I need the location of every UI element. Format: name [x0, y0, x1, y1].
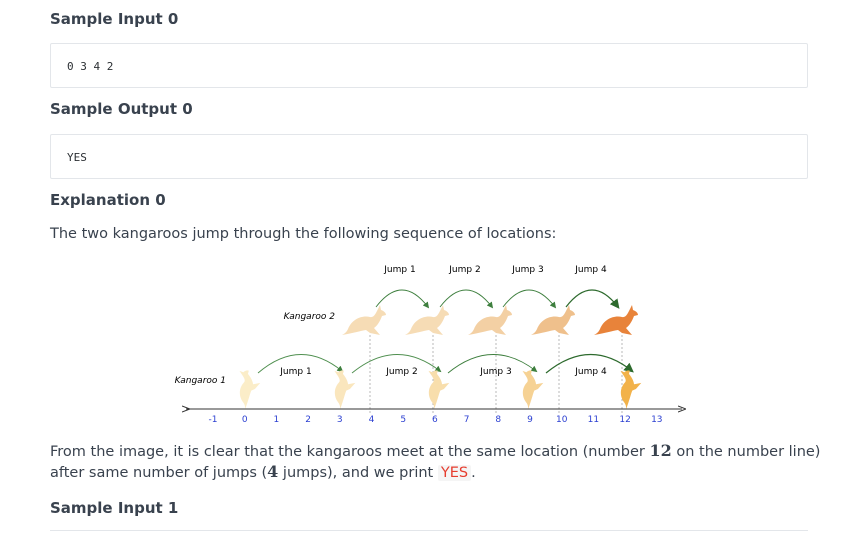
k1-jump-arc-4	[545, 353, 634, 374]
conclusion-text: after same number of jumps (	[50, 465, 268, 481]
sample-input-1-heading: Sample Input 1	[50, 499, 179, 517]
axis-ticks: -1 0 1 2 3 4 5 6 7 8 9 10 11 12 13	[209, 415, 663, 425]
kangaroo-2-icon	[468, 305, 512, 335]
sample-input-0-box[interactable]: 0 3 4 2	[50, 43, 808, 88]
bottom-jump-label: Jump 2	[385, 367, 417, 377]
sample-output-0-code: YES	[67, 151, 87, 164]
explanation-intro: The two kangaroos jump through the follo…	[50, 226, 557, 242]
kangaroo-2-icon	[342, 305, 386, 335]
axis-tick-label: 8	[495, 415, 501, 425]
conclusion-text: on the number line)	[671, 444, 821, 460]
conclusion-text: From the image, it is clear that the kan…	[50, 444, 650, 460]
axis-tick-label: 2	[305, 415, 311, 425]
k2-jump-arc-3	[502, 289, 557, 309]
axis-tick-label: 11	[588, 415, 599, 425]
sample-input-0-code: 0 3 4 2	[67, 60, 114, 73]
bottom-jump-label: Jump 3	[479, 367, 511, 377]
axis-tick-label: 3	[337, 415, 343, 425]
axis-tick-label: 13	[651, 415, 662, 425]
kangaroo-jump-figure: Jump 1 Jump 2 Jump 3 Jump 4 Kangaroo 2 J…	[175, 265, 860, 425]
axis-tick-label: 6	[432, 415, 438, 425]
top-jump-label: Jump 3	[511, 265, 543, 275]
axis-tick-label: 4	[369, 415, 375, 425]
axis-tick-label: -1	[209, 415, 218, 425]
axis-tick-label: 10	[556, 415, 568, 425]
k2-jump-arc-1	[375, 289, 430, 309]
top-jump-label: Jump 1	[383, 265, 415, 275]
top-jump-label: Jump 2	[448, 265, 480, 275]
axis-tick-label: 12	[619, 415, 630, 425]
bottom-jump-label: Jump 1	[279, 367, 311, 377]
sample-output-0-box[interactable]: YES	[50, 134, 808, 179]
kangaroo-2-icon	[531, 305, 575, 335]
sample-output-0-heading: Sample Output 0	[50, 100, 193, 118]
k1-jump-arc-2	[351, 354, 442, 374]
top-jump-label: Jump 4	[574, 265, 607, 275]
jump-count: 4	[267, 462, 279, 481]
answer-yes: YES	[437, 465, 472, 481]
conclusion-text: jumps), and we print	[278, 465, 438, 481]
k1-jump-arc-3	[447, 354, 538, 374]
kangaroo-2-icon	[405, 305, 449, 335]
explanation-0-heading: Explanation 0	[50, 191, 166, 209]
bottom-jump-label: Jump 4	[574, 367, 607, 377]
conclusion-line-1: From the image, it is clear that the kan…	[50, 441, 820, 460]
kangaroo-1-icon	[413, 366, 452, 410]
axis-tick-label: 1	[274, 415, 280, 425]
k1-jump-arc-1	[257, 354, 344, 374]
kangaroo-1-icon	[605, 366, 644, 410]
kangaroo-2-icon	[594, 305, 638, 335]
kangaroo-2-label: Kangaroo 2	[284, 312, 336, 322]
k2-jump-arc-2	[439, 289, 494, 309]
axis-tick-label: 5	[400, 415, 406, 425]
sample-input-1-box-top	[50, 530, 808, 531]
kangaroo-1-label: Kangaroo 1	[175, 376, 226, 386]
kangaroo-1-icon	[507, 366, 546, 410]
sample-input-0-heading: Sample Input 0	[50, 10, 179, 28]
meet-number: 12	[649, 441, 672, 460]
kangaroo-1-icon	[319, 366, 358, 410]
conclusion-text: .	[471, 465, 476, 481]
axis-tick-label: 9	[527, 415, 533, 425]
conclusion-line-2: after same number of jumps (4 jumps), an…	[50, 462, 476, 481]
axis-tick-label: 7	[464, 415, 470, 425]
k2-jump-arc-4	[565, 289, 620, 309]
kangaroo-1-icon	[224, 366, 263, 410]
axis-tick-label: 0	[242, 415, 248, 425]
